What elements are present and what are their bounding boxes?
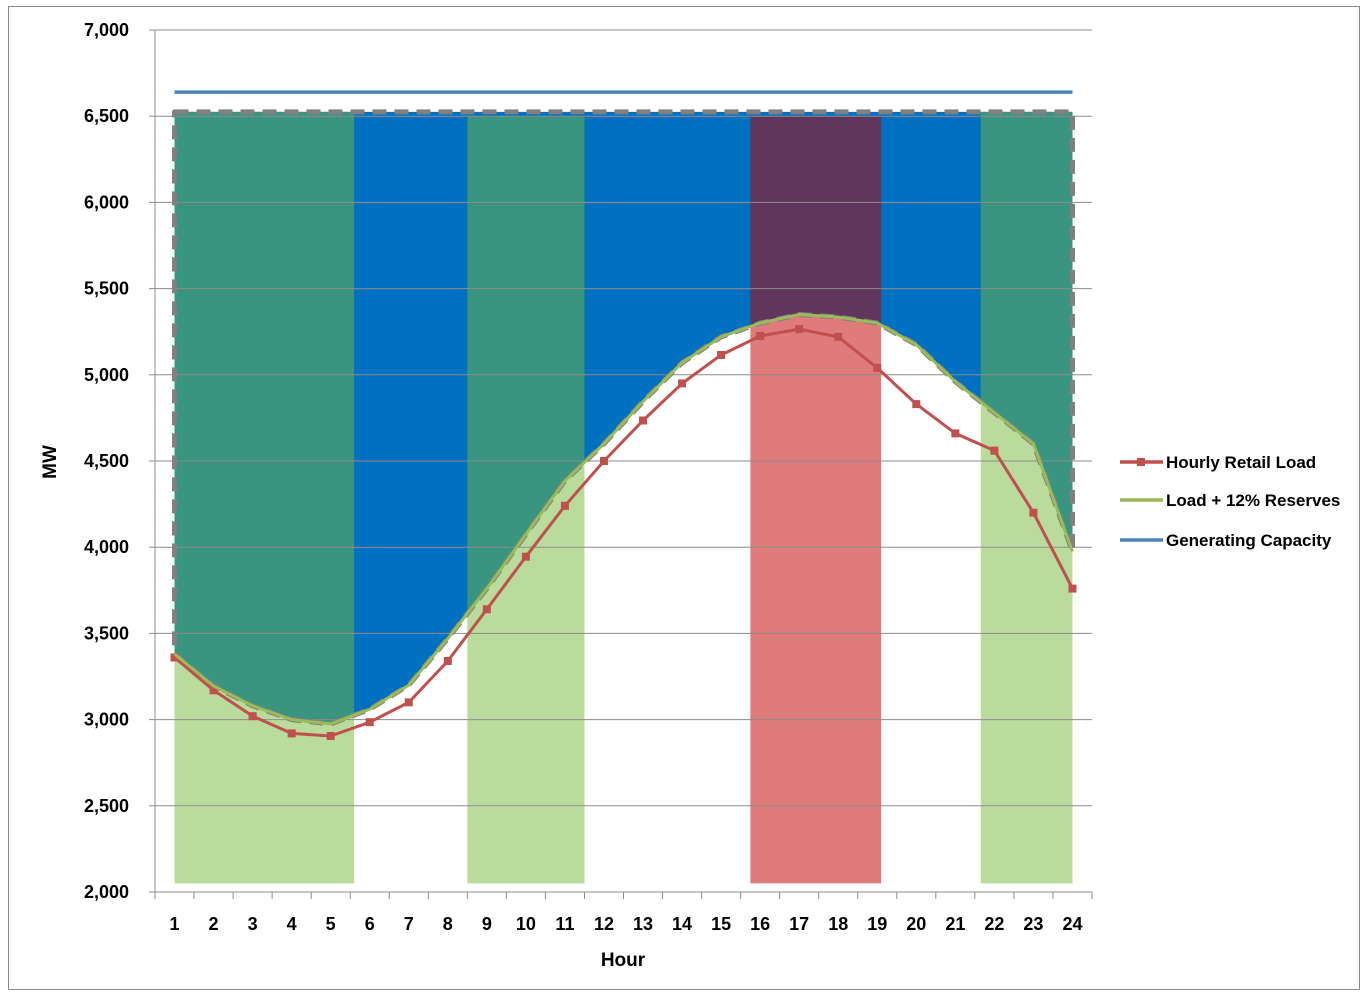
- x-tick-label: 14: [672, 914, 692, 934]
- y-tick-label: 5,000: [84, 365, 129, 385]
- x-tick-label: 18: [828, 914, 848, 934]
- x-tick-label: 15: [711, 914, 731, 934]
- period-1-lower-area: [174, 654, 355, 884]
- x-tick-label: 6: [365, 914, 375, 934]
- y-tick-label: 4,000: [84, 537, 129, 557]
- x-tick-label: 8: [443, 914, 453, 934]
- series-lines: [170, 90, 1077, 740]
- data-point: [560, 501, 569, 510]
- data-point: [482, 605, 491, 614]
- data-point: [990, 446, 999, 455]
- period-4-upper-area: [980, 111, 1073, 552]
- data-point: [795, 325, 804, 334]
- x-tick-label: 4: [287, 914, 297, 934]
- y-tick-label: 3,500: [84, 623, 129, 643]
- x-tick-label: 13: [633, 914, 653, 934]
- data-point: [599, 457, 608, 465]
- axes: 2,000 2,500 3,000 3,500 4,000 4,500 5,000 5,500…: [84, 20, 1093, 934]
- series-line-2: [173, 312, 1074, 726]
- data-point: [639, 416, 648, 425]
- legend: Hourly Retail Load Load + 12% Reserves Gen…: [1120, 453, 1340, 550]
- x-tick-label: 16: [750, 914, 770, 934]
- data-point: [365, 718, 374, 727]
- legend-label: Hourly Retail Load: [1166, 453, 1316, 472]
- data-point: [912, 400, 921, 409]
- x-tick-label: 20: [906, 914, 926, 934]
- period-3-lower-area: [750, 314, 882, 884]
- y-axis-title: MW: [40, 445, 61, 479]
- period-1-upper-area: [174, 111, 355, 724]
- data-point: [404, 698, 413, 707]
- legend-label: Load + 12% Reserves: [1166, 491, 1340, 510]
- x-tick-label: 22: [984, 914, 1004, 934]
- y-tick-label: 2,000: [84, 882, 129, 902]
- x-tick-label: 11: [555, 914, 574, 934]
- x-tick-label: 10: [516, 914, 536, 934]
- legend-label: Generating Capacity: [1166, 531, 1332, 550]
- period-3-upper-area: [750, 116, 882, 327]
- y-tick-label: 6,500: [84, 106, 129, 126]
- x-tick-label: 9: [482, 914, 492, 934]
- data-point: [1068, 584, 1077, 593]
- x-tick-label: 12: [594, 914, 614, 934]
- data-point: [873, 363, 882, 372]
- data-point: [326, 731, 335, 740]
- x-tick-label: 1: [170, 914, 180, 934]
- x-tick-label: 2: [209, 914, 219, 934]
- data-point: [248, 712, 257, 721]
- x-tick-label: 24: [1062, 914, 1082, 934]
- data-point: [756, 332, 765, 341]
- shaded-areas: [174, 111, 1073, 884]
- x-tick-label: 3: [248, 914, 258, 934]
- series-line-1: [173, 327, 1074, 738]
- y-tick-label: 6,000: [84, 192, 129, 212]
- y-tick-label: 4,500: [84, 451, 129, 471]
- x-tick-label: 7: [404, 914, 414, 934]
- data-point: [170, 653, 179, 662]
- y-tick-label: 2,500: [84, 796, 129, 816]
- data-point: [521, 552, 530, 561]
- y-tick-label: 3,000: [84, 710, 129, 730]
- x-tick-label: 21: [945, 914, 965, 934]
- period-4-lower-area: [980, 401, 1073, 884]
- data-point: [717, 350, 726, 359]
- x-tick-label: 23: [1023, 914, 1043, 934]
- x-tick-label: 5: [326, 914, 336, 934]
- x-axis-title: Hour: [601, 950, 646, 971]
- chart-frame: [8, 6, 1360, 990]
- data-point: [443, 656, 452, 665]
- x-tick-label: 19: [867, 914, 887, 934]
- legend-marker: [1137, 458, 1145, 466]
- x-tick-label: 17: [789, 914, 809, 934]
- y-tick-label: 5,500: [84, 279, 129, 299]
- y-tick-label: 7,000: [84, 20, 129, 40]
- data-point: [678, 379, 687, 388]
- period-2-upper-area: [467, 116, 585, 614]
- data-point: [834, 332, 843, 341]
- data-point: [1029, 508, 1038, 517]
- data-point: [951, 429, 960, 438]
- period-2-lower-area: [467, 462, 585, 884]
- data-point: [287, 729, 296, 738]
- data-point: [209, 686, 218, 695]
